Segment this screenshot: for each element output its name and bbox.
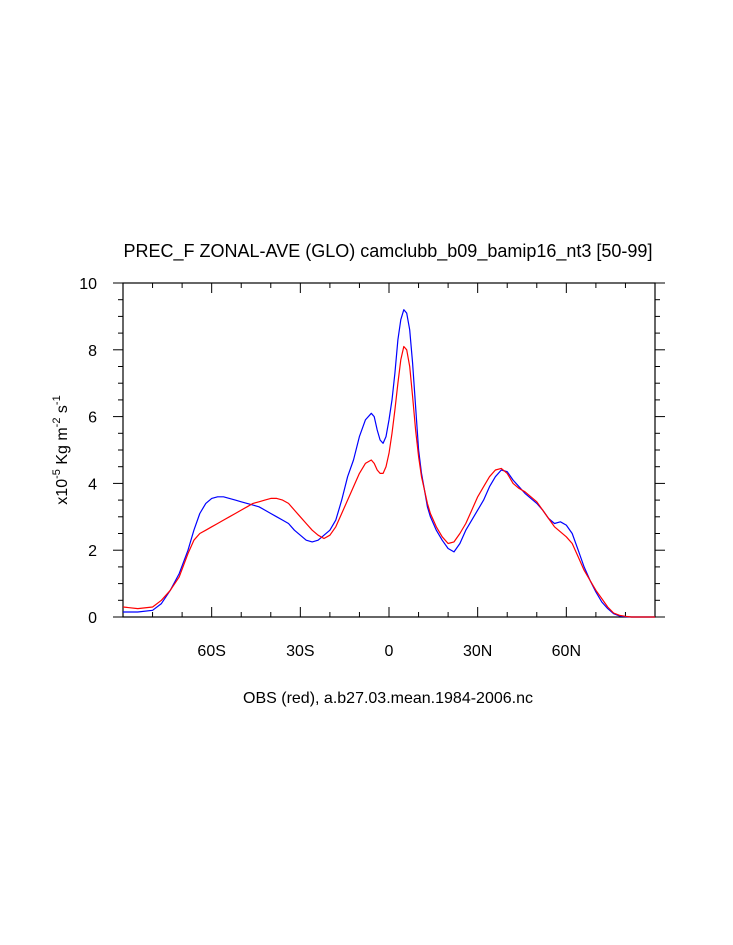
x-tick-label: 30N (463, 643, 492, 660)
y-axis-label-exp3: -1 (51, 395, 63, 405)
y-tick-label: 6 (88, 410, 97, 427)
y-axis-label: x10-5 Kg m-2 s-1 (51, 395, 71, 504)
x-axis-label: OBS (red), a.b27.03.mean.1984-2006.nc (243, 690, 533, 707)
y-tick-labels: 0 2 4 6 8 10 (79, 276, 97, 627)
y-axis-label-prefix: x10 (54, 479, 71, 505)
y-tick-label: 2 (88, 543, 97, 560)
y-tick-label: 8 (88, 343, 97, 360)
x-tick-label: 30S (286, 643, 314, 660)
x-tick-label: 60S (197, 643, 225, 660)
series-line-0 (123, 309, 655, 618)
x-tick-labels: 60S 30S 0 30N 60N (197, 643, 581, 660)
y-axis-label-mid: Kg m (54, 427, 71, 469)
y-tick-label: 10 (79, 276, 97, 293)
series-layer (122, 309, 655, 618)
y-axis-label-exp1: -5 (51, 469, 63, 479)
chart-title: PREC_F ZONAL-AVE (GLO) camclubb_b09_bami… (124, 241, 653, 262)
x-tick-label: 0 (385, 643, 394, 660)
series-line-1 (122, 345, 655, 618)
y-axis-label-exp2: -2 (51, 418, 63, 428)
axis-ticks (113, 282, 665, 618)
y-tick-label: 0 (88, 610, 97, 627)
y-tick-label: 4 (88, 476, 97, 493)
plot-area (113, 282, 665, 618)
x-tick-label: 60N (552, 643, 581, 660)
y-axis-label-mid2: s (54, 405, 71, 417)
